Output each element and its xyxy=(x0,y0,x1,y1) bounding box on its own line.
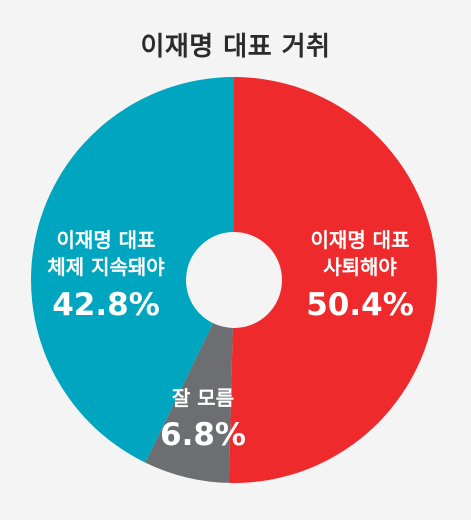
slice-label-0: 이재명 대표 사퇴해야 xyxy=(311,228,410,279)
slice-label-group-0: 이재명 대표 사퇴해야 50.4% xyxy=(306,228,414,323)
slice-value-1: 6.8% xyxy=(160,417,246,453)
slice-label-2: 이재명 대표 체제 지속돼야 xyxy=(47,228,165,279)
slice-value-2: 42.8% xyxy=(52,287,160,323)
slice-value-0: 50.4% xyxy=(306,287,414,323)
slice-label-1: 잘 모름 xyxy=(172,386,234,410)
chart-title: 이재명 대표 거취 xyxy=(140,32,331,62)
slice-label-group-2: 이재명 대표 체제 지속돼야 42.8% xyxy=(47,228,165,323)
slice-label-group-1: 잘 모름 6.8% xyxy=(160,386,246,453)
pie-slice-1 xyxy=(145,323,233,483)
pie-slice-2 xyxy=(31,77,234,463)
pie-slice-0 xyxy=(228,77,438,483)
